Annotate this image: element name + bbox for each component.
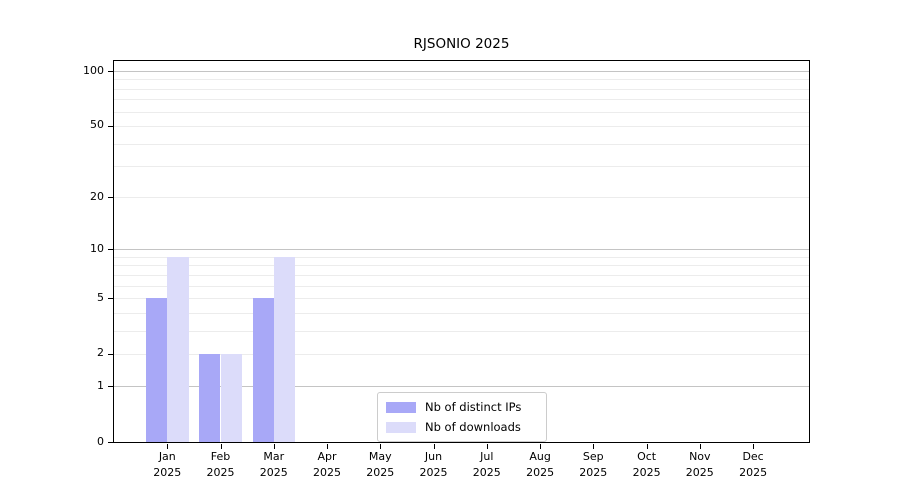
gridline-major — [114, 249, 809, 251]
y-tick-label-50: 50 — [90, 118, 104, 132]
y-tick-label-5: 5 — [97, 290, 104, 304]
x-tick-month: Jan — [158, 450, 176, 463]
legend-swatch-downloads-icon — [386, 421, 416, 433]
gridline-minor — [114, 143, 809, 145]
y-axis-tick — [108, 197, 113, 199]
x-axis-tick — [486, 444, 488, 449]
x-axis-tick — [327, 444, 328, 449]
x-tick-label-apr: Apr 2025 — [295, 449, 359, 481]
x-axis-tick — [593, 444, 595, 449]
y-axis-tick — [108, 442, 113, 443]
x-tick-label-sep: Sep 2025 — [561, 449, 625, 481]
x-tick-year: 2025 — [419, 466, 448, 479]
x-tick-month: Dec — [742, 450, 764, 463]
gridline-major — [114, 386, 809, 388]
gridline-minor — [114, 285, 809, 287]
x-tick-month: Oct — [637, 450, 657, 463]
gridline-minor — [114, 197, 809, 199]
x-axis-tick — [646, 444, 648, 449]
y-axis-tick — [108, 71, 113, 72]
x-tick-month: Jun — [424, 450, 443, 463]
gridline-minor — [114, 256, 809, 258]
x-tick-year: 2025 — [206, 466, 235, 479]
x-tick-label-nov: Nov 2025 — [668, 449, 732, 481]
legend-label-distinct-ips: Nb of distinct IPs — [425, 400, 522, 414]
legend: Nb of distinct IPs Nb of downloads — [377, 392, 547, 442]
x-axis-tick — [540, 444, 542, 449]
bar-downloads-mar — [273, 256, 296, 442]
x-tick-month: Jul — [480, 450, 494, 463]
plot-area — [113, 60, 810, 443]
y-axis-tick — [108, 386, 113, 388]
chart-title: RJSONIO 2025 — [413, 36, 510, 52]
x-tick-year: 2025 — [313, 466, 341, 479]
x-tick-label-may: May 2025 — [348, 449, 412, 481]
gridline-minor — [114, 330, 809, 332]
x-axis-tick — [699, 444, 701, 449]
x-tick-year: 2025 — [685, 466, 714, 479]
x-axis-tick — [380, 444, 382, 449]
y-tick-label-10: 10 — [90, 241, 104, 255]
y-axis-tick — [108, 353, 113, 355]
x-tick-month: Nov — [689, 450, 711, 463]
y-axis-tick — [108, 298, 113, 299]
x-tick-month: Apr — [317, 450, 337, 463]
gridline-minor — [114, 125, 809, 127]
x-tick-month: Aug — [529, 450, 551, 463]
x-tick-label-feb: Feb 2025 — [189, 449, 253, 481]
x-axis-tick — [753, 444, 755, 449]
legend-entry-distinct-ips: Nb of distinct IPs — [386, 400, 537, 414]
x-tick-year: 2025 — [153, 466, 182, 479]
x-tick-year: 2025 — [632, 466, 661, 479]
gridline-minor — [114, 353, 809, 355]
x-tick-month: May — [368, 450, 392, 463]
gridline-minor — [114, 99, 809, 101]
bar-downloads-jan — [167, 256, 189, 442]
x-tick-label-jul: Jul 2025 — [455, 449, 519, 481]
legend-entry-downloads: Nb of downloads — [386, 420, 537, 434]
x-tick-month: Mar — [263, 450, 285, 463]
x-tick-label-jan: Jan 2025 — [135, 449, 199, 481]
y-axis-tick — [108, 249, 113, 251]
y-tick-label-1: 1 — [97, 378, 104, 392]
gridline-minor — [114, 88, 809, 90]
x-tick-label-aug: Aug 2025 — [508, 449, 572, 481]
gridline-minor — [114, 274, 809, 276]
x-tick-year: 2025 — [526, 466, 555, 479]
x-tick-year: 2025 — [259, 466, 288, 479]
legend-swatch-distinct-ips-icon — [386, 401, 416, 413]
x-axis-tick — [273, 444, 275, 449]
x-axis-tick — [167, 444, 169, 449]
x-tick-year: 2025 — [739, 466, 768, 479]
x-axis-tick — [433, 444, 435, 449]
x-tick-label-oct: Oct 2025 — [615, 449, 679, 481]
x-tick-year: 2025 — [366, 466, 395, 479]
gridline-minor — [114, 265, 809, 267]
gridline-minor — [114, 111, 809, 113]
x-axis-tick — [220, 444, 222, 449]
x-tick-month: Sep — [582, 450, 604, 463]
y-tick-label-20: 20 — [90, 189, 104, 203]
gridline-minor — [114, 298, 809, 299]
x-tick-year: 2025 — [579, 466, 608, 479]
x-tick-month: Feb — [210, 450, 231, 463]
gridline-minor — [114, 165, 809, 167]
legend-label-downloads: Nb of downloads — [425, 420, 521, 434]
bar-distinct-ips-jan — [146, 298, 168, 442]
x-tick-label-mar: Mar 2025 — [242, 449, 306, 481]
x-tick-label-dec: Dec 2025 — [721, 449, 785, 481]
gridline-minor — [114, 312, 809, 314]
bar-distinct-ips-mar — [252, 298, 274, 442]
y-tick-label-0: 0 — [97, 434, 104, 448]
bar-distinct-ips-feb — [199, 353, 221, 442]
x-tick-label-jun: Jun 2025 — [402, 449, 466, 481]
x-tick-year: 2025 — [472, 466, 501, 479]
gridline-minor — [114, 79, 809, 81]
bar-downloads-feb — [220, 353, 242, 442]
y-axis-tick — [108, 125, 113, 127]
y-tick-label-100: 100 — [83, 63, 104, 77]
y-tick-label-2: 2 — [97, 346, 104, 360]
gridline-major — [114, 71, 809, 72]
